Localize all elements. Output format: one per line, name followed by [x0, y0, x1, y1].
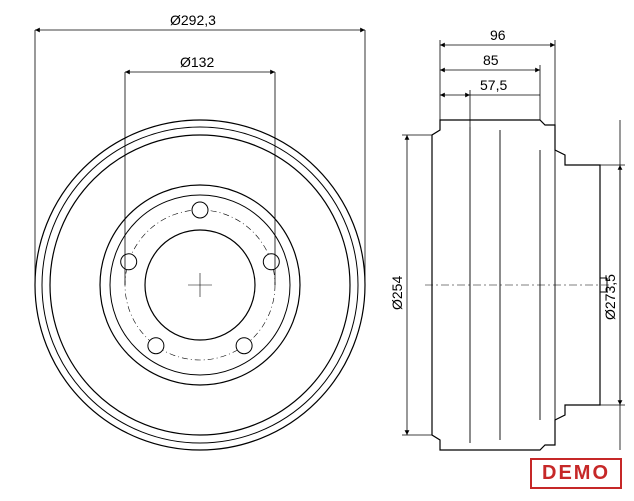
- demo-badge: DEMO: [530, 458, 622, 489]
- side-view: [425, 120, 612, 450]
- label-w2: 85: [483, 52, 499, 68]
- label-bolt-circle: Ø132: [180, 54, 214, 70]
- technical-drawing: Ø292,3 Ø132 96 85: [0, 0, 634, 501]
- label-w3: 57,5: [480, 77, 507, 93]
- label-h-inner: Ø254: [389, 276, 405, 310]
- dim-top-widths: 96 85 57,5: [440, 27, 555, 127]
- dim-h-outer: Ø273,5: [600, 120, 625, 450]
- label-w1: 96: [490, 27, 506, 43]
- front-view: [35, 120, 365, 450]
- label-overall-dia: Ø292,3: [170, 12, 216, 28]
- label-h-outer: Ø273,5: [602, 274, 618, 320]
